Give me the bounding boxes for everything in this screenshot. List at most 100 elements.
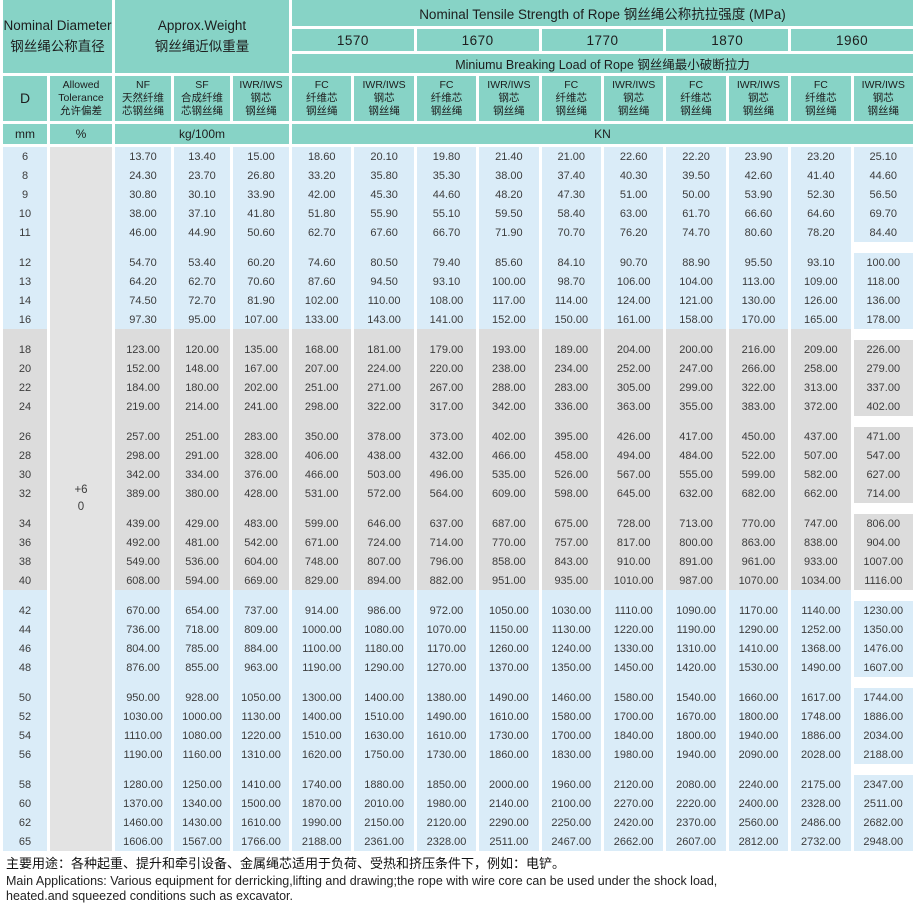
value-cell: 251.00 [292,378,352,397]
diameter-cell: 12 [3,253,47,272]
table-row: 52 1030.00 1000.00 1130.00 1400.00 1510.00 149… [3,707,913,726]
value-cell: 2328.00 [791,794,851,813]
col-header-fc-1960: FC 纤维芯 钢丝绳 [791,76,851,124]
diameter-cell: 20 [3,359,47,378]
value-cell: 1220.00 [233,726,290,745]
table-row: 44 736.00 718.00 809.00 1000.00 1080.00 1070.0… [3,620,913,639]
value-cell: 894.00 [354,571,414,590]
value-cell: 72.70 [174,291,231,310]
diameter-cell: 18 [3,340,47,359]
value-cell: 299.00 [666,378,726,397]
value-cell: 904.00 [853,533,913,552]
value-cell: 21.40 [479,147,539,166]
value-cell: 67.60 [354,223,414,242]
col-header-fc-1870: FC 纤维芯 钢丝绳 [666,76,726,124]
value-cell: 1766.00 [233,832,290,851]
value-cell: 1030.00 [115,707,172,726]
value-cell: 843.00 [541,552,601,571]
value-cell: 402.00 [853,397,913,416]
diameter-cell: 28 [3,446,47,465]
unit-kn: KN [292,124,913,147]
value-cell: 737.00 [233,601,290,620]
value-cell: 646.00 [354,514,414,533]
value-cell: 100.00 [853,253,913,272]
value-cell: 535.00 [479,465,539,484]
value-cell: 933.00 [791,552,851,571]
value-cell: 582.00 [791,465,851,484]
value-cell: 1370.00 [115,794,172,813]
diameter-cell: 26 [3,427,47,446]
value-cell: 1050.00 [233,688,290,707]
value-cell: 251.00 [174,427,231,446]
value-cell: 1610.00 [479,707,539,726]
grade-1870: 1870 [666,29,789,54]
value-cell: 63.00 [603,204,664,223]
value-cell: 13.40 [174,147,231,166]
table-row: 28 298.00 291.00 328.00 406.00 438.00 432.00 46… [3,446,913,465]
table-row: 24 219.00 214.00 241.00 298.00 322.00 317.00 34… [3,397,913,416]
value-cell: 2682.00 [853,813,913,832]
value-cell: 1607.00 [853,658,913,677]
value-cell: 2270.00 [603,794,664,813]
value-cell: 95.00 [174,310,231,329]
value-cell: 1700.00 [603,707,664,726]
table-row: 26 257.00 251.00 283.00 350.00 378.00 373.00 40… [3,427,913,446]
value-cell: 1010.00 [603,571,664,590]
col-header-iwr: IWR/IWS 钢芯 钢丝绳 [233,76,290,124]
value-cell: 450.00 [728,427,789,446]
group-spacer-row [3,242,913,253]
value-cell: 84.10 [541,253,601,272]
value-cell: 1610.00 [416,726,477,745]
diameter-cell: 13 [3,272,47,291]
value-cell: 1350.00 [541,658,601,677]
diameter-cell: 16 [3,310,47,329]
value-cell: 1940.00 [728,726,789,745]
value-cell: 322.00 [728,378,789,397]
value-cell: 1090.00 [666,601,726,620]
value-cell: 417.00 [666,427,726,446]
approx-weight-header: Approx.Weight 钢丝绳近似重量 [115,0,290,76]
group-spacer-row [3,590,913,601]
value-cell: 291.00 [174,446,231,465]
value-cell: 23.20 [791,147,851,166]
value-cell: 675.00 [541,514,601,533]
table-row: 60 1370.00 1340.00 1500.00 1870.00 2010.00 198… [3,794,913,813]
value-cell: 22.20 [666,147,726,166]
value-cell: 224.00 [354,359,414,378]
value-cell: 113.00 [728,272,789,291]
diameter-cell: 8 [3,166,47,185]
value-cell: 838.00 [791,533,851,552]
value-cell: 1740.00 [292,775,352,794]
col-header-sf: SF 合成纤维 芯钢丝绳 [174,76,231,124]
diameter-cell: 38 [3,552,47,571]
value-cell: 1310.00 [233,745,290,764]
value-cell: 972.00 [416,601,477,620]
value-cell: 1510.00 [354,707,414,726]
table-row: 18 123.00 120.00 135.00 168.00 181.00 179.00 19… [3,340,913,359]
value-cell: 152.00 [479,310,539,329]
value-cell: 45.30 [354,185,414,204]
value-cell: 184.00 [115,378,172,397]
value-cell: 542.00 [233,533,290,552]
value-cell: 123.00 [115,340,172,359]
value-cell: 1660.00 [728,688,789,707]
value-cell: 2188.00 [853,745,913,764]
value-cell: 1070.00 [728,571,789,590]
value-cell: 876.00 [115,658,172,677]
diameter-cell: 44 [3,620,47,639]
grade-1960: 1960 [791,29,913,54]
value-cell: 951.00 [479,571,539,590]
value-cell: 1850.00 [416,775,477,794]
value-cell: 1580.00 [541,707,601,726]
grade-1670: 1670 [416,29,539,54]
value-cell: 1250.00 [174,775,231,794]
value-cell: 426.00 [603,427,664,446]
value-cell: 645.00 [603,484,664,503]
value-cell: 637.00 [416,514,477,533]
value-cell: 53.40 [174,253,231,272]
value-cell: 15.00 [233,147,290,166]
value-cell: 148.00 [174,359,231,378]
value-cell: 44.60 [853,166,913,185]
value-cell: 1990.00 [292,813,352,832]
value-cell: 713.00 [666,514,726,533]
